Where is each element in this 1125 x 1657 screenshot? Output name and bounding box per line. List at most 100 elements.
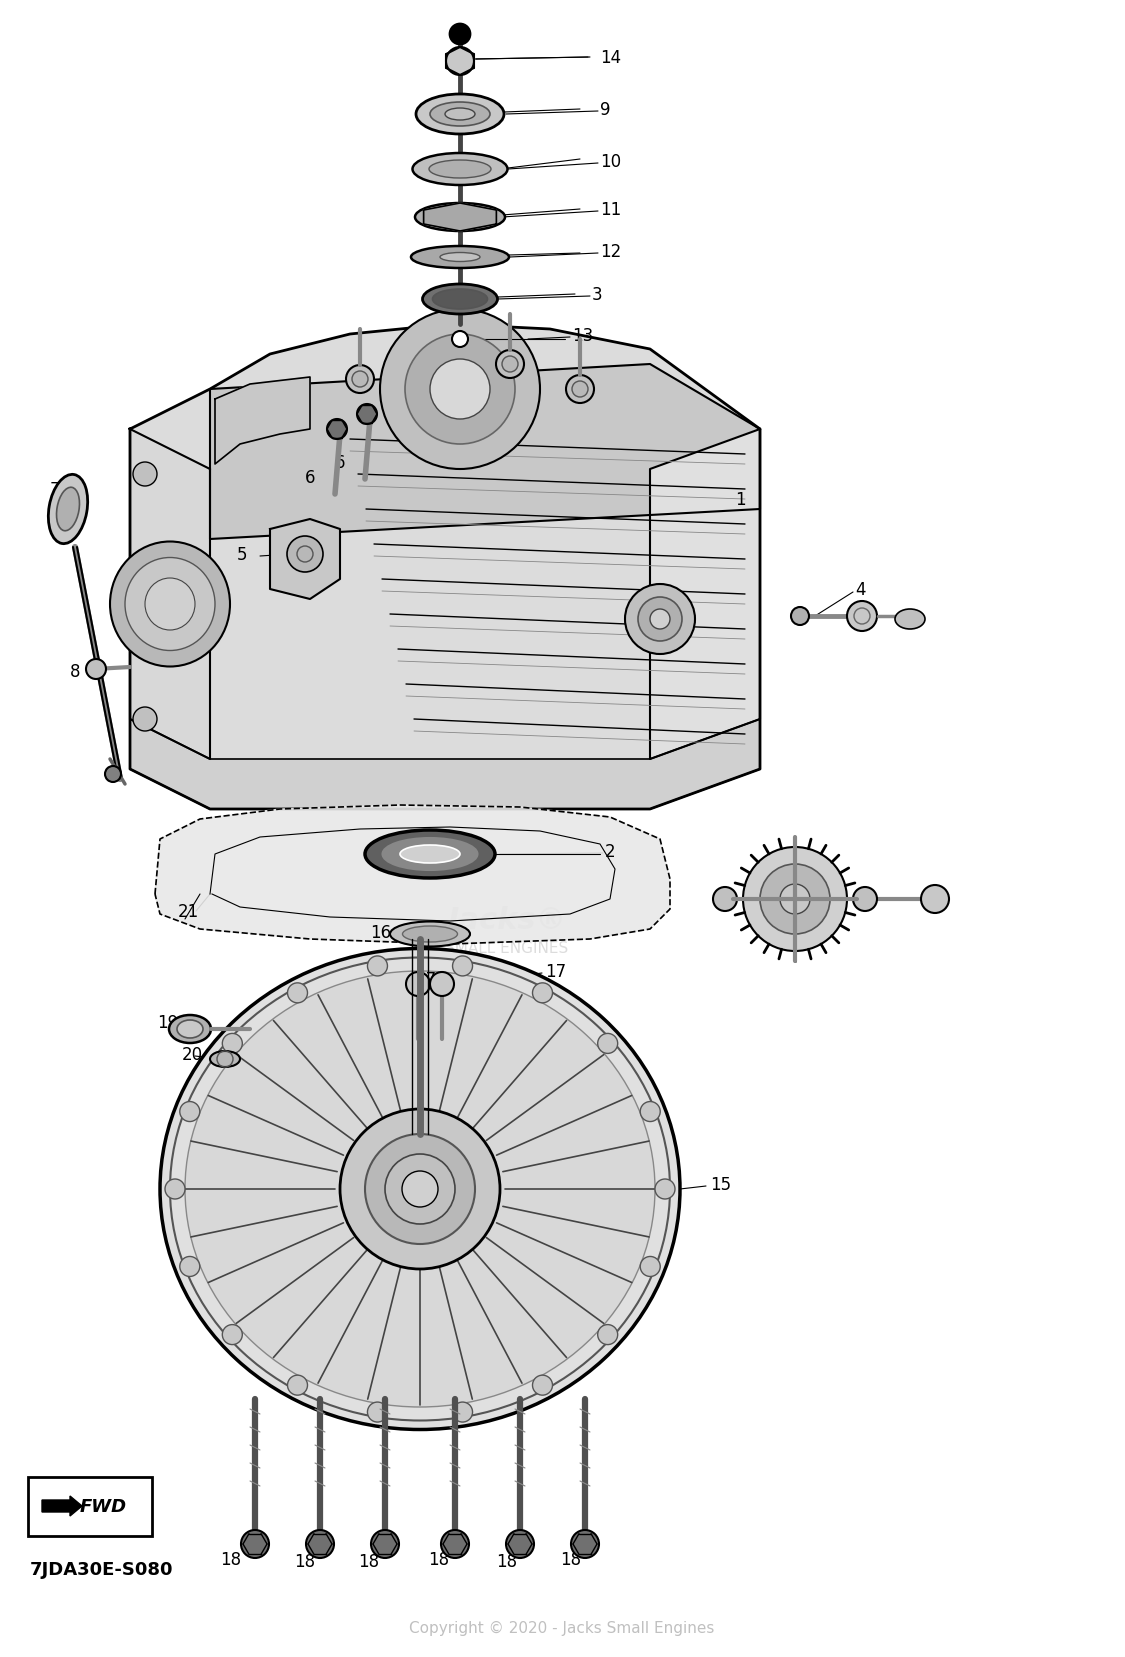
Circle shape [572,381,588,398]
Text: 11: 11 [600,200,621,219]
Circle shape [430,360,490,419]
Circle shape [655,1180,675,1200]
Circle shape [371,1529,399,1558]
Circle shape [180,1102,200,1122]
Ellipse shape [430,103,490,128]
Circle shape [430,973,454,996]
Circle shape [402,1171,438,1208]
Circle shape [713,888,737,911]
Circle shape [452,331,468,348]
Ellipse shape [429,161,490,179]
Polygon shape [130,325,761,810]
Circle shape [441,1529,469,1558]
Circle shape [223,1326,242,1345]
Ellipse shape [446,109,475,121]
Text: 1: 1 [735,490,746,509]
Text: 18: 18 [294,1553,315,1571]
Polygon shape [130,719,761,810]
Circle shape [368,1402,387,1422]
Circle shape [446,48,474,76]
Ellipse shape [403,926,458,943]
Text: FWD: FWD [80,1496,127,1514]
Ellipse shape [48,476,88,543]
Polygon shape [650,429,761,759]
Ellipse shape [145,578,195,631]
Polygon shape [210,365,760,540]
Text: 13: 13 [572,326,593,345]
Ellipse shape [160,949,680,1430]
Circle shape [650,610,670,630]
Circle shape [223,1034,242,1054]
Circle shape [853,888,878,911]
Text: 6: 6 [335,454,345,472]
Circle shape [368,956,387,976]
Polygon shape [424,204,496,232]
Circle shape [288,1375,307,1395]
Text: 18: 18 [496,1553,518,1571]
Text: 17: 17 [415,971,436,989]
Text: 3: 3 [592,285,603,303]
Circle shape [364,1135,475,1244]
Ellipse shape [896,610,925,630]
Circle shape [452,956,472,976]
Polygon shape [270,520,340,600]
Circle shape [133,708,158,731]
Circle shape [380,310,540,469]
Circle shape [921,885,950,913]
Circle shape [406,973,430,996]
Ellipse shape [169,1016,212,1044]
Text: 18: 18 [358,1553,379,1571]
Circle shape [742,847,847,951]
Ellipse shape [411,247,508,268]
Ellipse shape [432,290,487,310]
Circle shape [566,376,594,404]
Circle shape [385,1155,455,1225]
Circle shape [165,1180,185,1200]
Circle shape [105,767,122,782]
Text: 7JDA30E-S080: 7JDA30E-S080 [30,1559,173,1577]
Polygon shape [130,429,210,759]
Circle shape [352,371,368,388]
Circle shape [640,1102,660,1122]
Circle shape [496,351,524,379]
Text: 19: 19 [158,1014,178,1031]
Circle shape [306,1529,334,1558]
Text: 10: 10 [600,152,621,171]
Circle shape [532,983,552,1002]
Ellipse shape [210,1051,240,1067]
Circle shape [327,419,346,439]
Ellipse shape [110,542,230,668]
Ellipse shape [413,154,507,186]
Ellipse shape [440,254,480,262]
Text: 20: 20 [182,1046,204,1064]
Text: 12: 12 [600,244,621,260]
Polygon shape [155,805,670,944]
Text: 18: 18 [220,1549,241,1568]
Text: 9: 9 [600,101,611,119]
Circle shape [780,885,810,915]
Text: 21: 21 [178,903,199,920]
Polygon shape [215,378,310,464]
Text: 8: 8 [70,663,81,681]
Text: Jacks®: Jacks® [447,905,566,935]
Circle shape [357,404,377,424]
Ellipse shape [184,971,655,1407]
Circle shape [638,598,682,641]
Circle shape [791,608,809,626]
Circle shape [452,1402,472,1422]
Circle shape [760,865,830,935]
Text: 2: 2 [605,842,615,860]
Circle shape [180,1256,200,1276]
Ellipse shape [415,204,505,232]
Circle shape [506,1529,534,1558]
Circle shape [405,335,515,444]
Text: 5: 5 [237,545,248,563]
Circle shape [847,601,878,631]
Circle shape [86,659,106,679]
Text: 18: 18 [560,1549,582,1568]
Circle shape [346,366,374,394]
Circle shape [133,462,158,487]
Ellipse shape [390,921,470,946]
Circle shape [288,983,307,1002]
Circle shape [532,1375,552,1395]
